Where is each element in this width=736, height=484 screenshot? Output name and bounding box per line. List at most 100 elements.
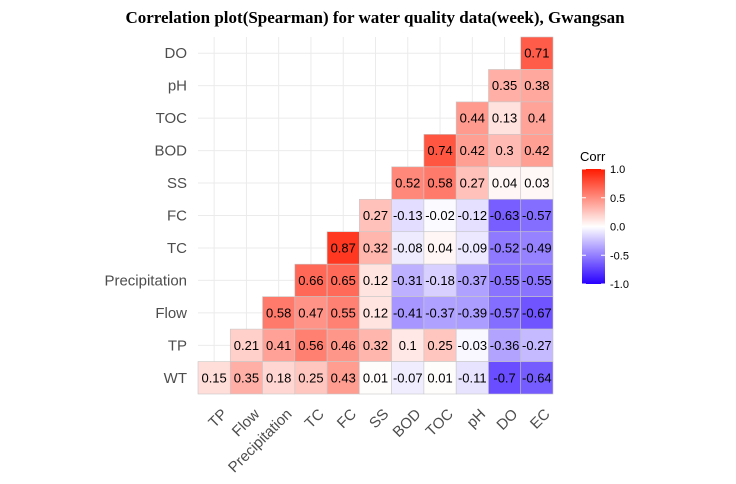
x-tick-label: BOD — [390, 406, 425, 441]
legend-tick-label: 0.5 — [610, 193, 625, 205]
heatmap-cell — [520, 231, 554, 265]
cell-value-label: -0.57 — [490, 305, 520, 320]
cell-value-label: -0.67 — [522, 305, 552, 320]
heatmap-cell — [488, 231, 522, 265]
cell-value-label: 0.58 — [427, 176, 452, 191]
cell-value-label: 0.87 — [331, 240, 356, 255]
heatmap-cell — [520, 198, 554, 233]
cell-value-label: -0.55 — [490, 273, 520, 288]
heatmap-cell — [294, 328, 328, 362]
cell-value-label: 0.25 — [298, 370, 323, 385]
cell-value-label: 0.13 — [492, 111, 517, 126]
cell-value-label: -0.11 — [458, 370, 487, 385]
cell-value-label: -0.18 — [425, 273, 455, 288]
cell-value-label: 0.44 — [460, 111, 485, 126]
heatmap-cell — [520, 134, 554, 168]
cell-value-label: 0.42 — [460, 143, 485, 158]
cell-value-label: 0.12 — [363, 305, 388, 320]
cell-value-label: -0.64 — [522, 370, 552, 385]
heatmap-cell — [488, 101, 522, 135]
heatmap-cell — [455, 134, 489, 168]
cell-value-label: -0.31 — [393, 273, 423, 288]
y-tick-label: Precipitation — [104, 272, 187, 289]
cell-value-label: 0.35 — [234, 370, 259, 385]
cell-value-label: -0.08 — [393, 240, 423, 255]
heatmap-cell — [423, 166, 457, 200]
heatmap-cell — [423, 361, 457, 395]
cell-value-label: 0.52 — [395, 176, 420, 191]
cell-value-label: -0.07 — [393, 370, 423, 385]
legend-tick-label: 0.0 — [610, 222, 625, 234]
heatmap-cell — [455, 101, 489, 135]
y-tick-label: Flow — [155, 305, 187, 322]
y-tick-label: WT — [164, 370, 187, 387]
cell-value-label: -0.55 — [522, 273, 552, 288]
heatmap-cell — [359, 361, 392, 395]
heatmap-cell — [262, 328, 296, 362]
cell-value-label: 0.74 — [427, 143, 452, 158]
cell-value-label: 0.12 — [363, 273, 388, 288]
heatmap-cell — [229, 361, 263, 395]
heatmap-cell — [423, 296, 457, 330]
cell-value-label: 0.03 — [524, 176, 549, 191]
heatmap-cell — [488, 263, 522, 297]
cell-value-label: -0.36 — [490, 338, 520, 353]
cell-value-label: -0.27 — [522, 338, 552, 353]
heatmap-cell — [520, 328, 554, 362]
heatmap-cell — [326, 231, 360, 265]
heatmap-cell — [520, 69, 554, 103]
cell-value-label: 0.66 — [298, 273, 323, 288]
x-tick-label: SS — [366, 406, 392, 432]
cell-value-label: 0.65 — [331, 273, 356, 288]
x-tick-label: DO — [493, 406, 521, 434]
x-tick-label: TOC — [423, 406, 457, 440]
cell-value-label: 0.1 — [399, 338, 417, 353]
x-tick-label: TC — [302, 406, 328, 432]
y-tick-label: TP — [168, 337, 187, 354]
heatmap-cell — [294, 263, 328, 297]
heatmap-cell — [520, 166, 554, 200]
legend-colorbar — [582, 169, 605, 284]
cell-value-label: 0.56 — [298, 338, 323, 353]
heatmap-cell — [488, 166, 522, 200]
cell-value-label: 0.71 — [524, 46, 549, 61]
cell-value-label: -0.09 — [457, 240, 487, 255]
heatmap-cell — [455, 166, 489, 200]
y-tick-label: SS — [167, 175, 187, 192]
heatmap-cell — [423, 328, 457, 362]
cell-value-label: 0.3 — [496, 143, 514, 158]
heatmap-cell — [359, 263, 392, 297]
cell-value-label: 0.32 — [363, 240, 388, 255]
cell-value-label: 0.58 — [266, 305, 291, 320]
heatmap-cell — [326, 361, 360, 395]
chart-title: Correlation plot(Spearman) for water qua… — [125, 8, 625, 27]
cell-value-label: 0.18 — [266, 370, 291, 385]
y-tick-label: BOD — [154, 143, 187, 160]
heatmap-cell — [359, 198, 392, 233]
cell-value-label: 0.55 — [331, 305, 356, 320]
cell-value-label: -0.39 — [457, 305, 487, 320]
cell-value-label: 0.15 — [201, 370, 226, 385]
cell-value-label: 0.25 — [427, 338, 452, 353]
cell-value-label: 0.32 — [363, 338, 388, 353]
heatmap-cell — [262, 361, 296, 395]
heatmap-cell — [197, 361, 231, 395]
heatmap-cell — [359, 231, 392, 265]
cell-value-label: 0.43 — [331, 370, 356, 385]
heatmap-cell — [359, 328, 392, 362]
y-axis: DO pH TOC BOD SS FC TC Precipitation Flow TP WT — [104, 45, 187, 387]
cell-value-label: -0.13 — [393, 208, 423, 223]
y-tick-label: TOC — [156, 110, 188, 127]
cell-value-label: 0.38 — [524, 78, 549, 93]
legend-tick-label: 1.0 — [610, 164, 625, 176]
cell-value-label: -0.49 — [522, 240, 552, 255]
cell-value-label: -0.12 — [457, 208, 487, 223]
cell-value-label: 0.41 — [266, 338, 291, 353]
cell-value-label: 0.21 — [234, 338, 259, 353]
y-tick-label: TC — [167, 240, 187, 257]
heatmap-cell — [455, 296, 489, 330]
y-tick-label: FC — [167, 208, 187, 225]
heatmap-cell — [488, 361, 522, 395]
